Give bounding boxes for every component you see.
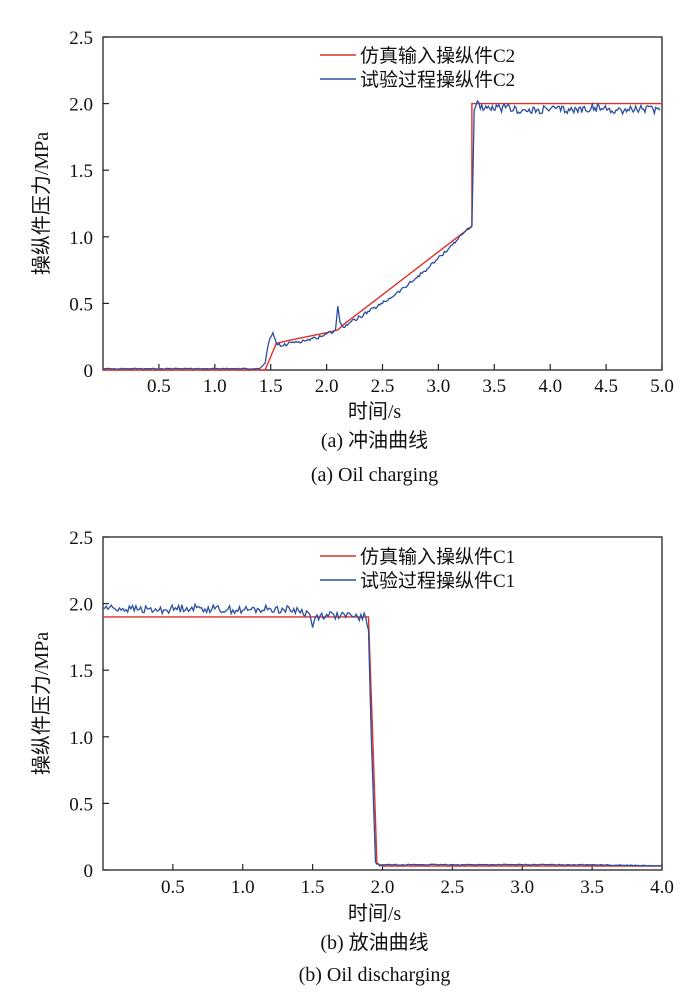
- x-tick-label: 1.0: [231, 877, 255, 898]
- y-axis-title: 操纵件压力/MPa: [30, 632, 53, 775]
- x-tick-label: 2.0: [371, 877, 395, 898]
- y-tick-label: 0.5: [69, 794, 93, 815]
- x-tick-label: 3.5: [580, 877, 604, 898]
- series-line-sim: [103, 616, 662, 867]
- y-tick-label: 1.0: [69, 228, 93, 249]
- y-tick-label: 1.5: [69, 161, 93, 182]
- y-axis-title: 操纵件压力/MPa: [30, 132, 53, 275]
- x-tick-label: 3.0: [427, 376, 451, 397]
- chart-oil-charging: 0 0.5 1.0 1.5 2.0 2.5 0.5 1.0 1.5 2.0 2.5 3.0 3.5 4.0…: [30, 28, 674, 486]
- caption-chinese: (b) 放油曲线: [320, 931, 428, 954]
- x-tick-label: 4.0: [538, 376, 562, 397]
- y-tick-label: 2.0: [69, 95, 93, 116]
- x-tick-label: 3.5: [482, 376, 506, 397]
- y-tick-label: 2.0: [69, 595, 93, 616]
- series-line-sim: [103, 102, 662, 371]
- legend-entry: 仿真输入操纵件C1: [360, 546, 515, 568]
- y-tick-label: 1.5: [69, 661, 93, 682]
- caption-english: (a) Oil charging: [311, 464, 438, 486]
- y-tick-label: 2.5: [69, 28, 93, 49]
- x-axis-title: 时间/s: [348, 902, 402, 925]
- series-line-test: [102, 602, 663, 867]
- x-tick-label: 2.5: [371, 376, 395, 397]
- x-tick-label: 5.0: [650, 376, 674, 397]
- legend-entry: 仿真输入操纵件C2: [360, 45, 515, 67]
- x-tick-label: 2.5: [441, 877, 465, 898]
- x-tick-label: 4.0: [650, 877, 674, 898]
- x-tick-label: 0.5: [161, 877, 185, 898]
- x-tick-label: 1.0: [203, 376, 227, 397]
- legend-entry: 试验过程操纵件C2: [360, 69, 515, 91]
- series-line-test: [102, 99, 661, 370]
- y-tick-label: 0.5: [69, 294, 93, 315]
- chart-oil-discharging: 0 0.5 1.0 1.5 2.0 2.5 0.5 1.0 1.5 2.0 2.5 3.0 3.5 4.0…: [30, 528, 674, 986]
- x-tick-label: 1.5: [301, 877, 325, 898]
- y-tick-label: 0: [84, 361, 94, 382]
- x-tick-label: 4.5: [594, 376, 618, 397]
- caption-chinese: (a) 冲油曲线: [321, 429, 428, 452]
- y-tick-label: 2.5: [69, 528, 93, 549]
- caption-english: (b) Oil discharging: [299, 964, 451, 986]
- x-tick-label: 0.5: [147, 376, 171, 397]
- legend-entry: 试验过程操纵件C1: [360, 570, 515, 592]
- x-tick-label: 3.0: [510, 877, 534, 898]
- x-tick-label: 1.5: [259, 376, 283, 397]
- y-tick-label: 0: [84, 861, 94, 882]
- x-tick-label: 2.0: [315, 376, 339, 397]
- y-tick-label: 1.0: [69, 728, 93, 749]
- x-axis-title: 时间/s: [348, 400, 402, 423]
